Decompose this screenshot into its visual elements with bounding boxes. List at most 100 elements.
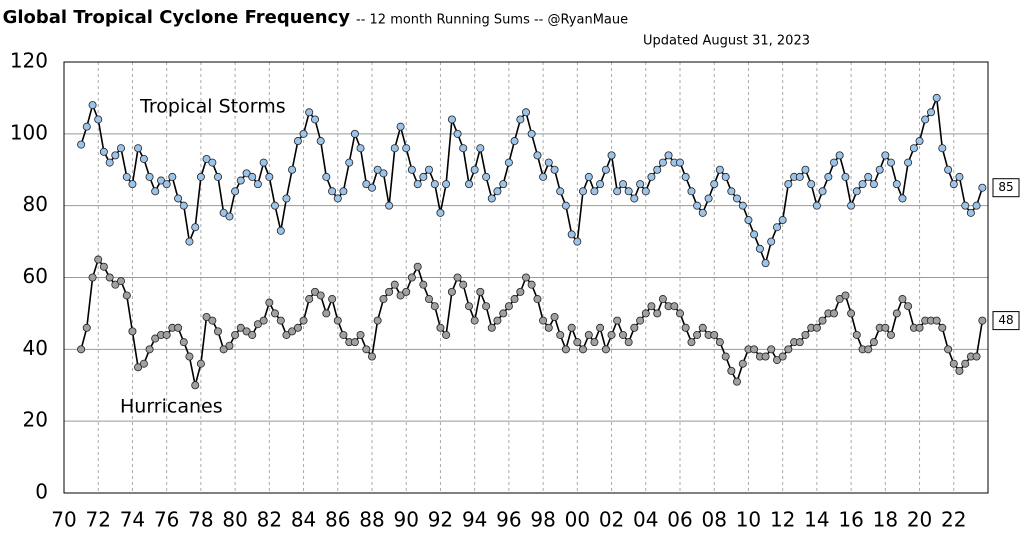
- data-point: [624, 187, 633, 196]
- data-point: [687, 187, 696, 196]
- data-point: [732, 194, 741, 203]
- data-point: [761, 352, 770, 361]
- x-tick-label: 74: [120, 508, 145, 532]
- data-point: [282, 330, 291, 339]
- data-point: [447, 115, 456, 124]
- x-tick-label: 22: [941, 508, 966, 532]
- data-point: [367, 183, 376, 192]
- data-point: [339, 330, 348, 339]
- data-point: [390, 144, 399, 153]
- x-tick-label: 92: [428, 508, 453, 532]
- data-point: [510, 295, 519, 304]
- data-point: [647, 172, 656, 181]
- data-point: [470, 165, 479, 174]
- data-point: [162, 180, 171, 189]
- data-point: [938, 323, 947, 332]
- data-point: [231, 330, 240, 339]
- x-tick-label: 16: [838, 508, 863, 532]
- data-point: [122, 172, 131, 181]
- data-point: [898, 295, 907, 304]
- data-point: [561, 345, 570, 354]
- data-point: [299, 316, 308, 325]
- data-point: [288, 165, 297, 174]
- data-point: [196, 172, 205, 181]
- data-point: [219, 208, 228, 217]
- data-point: [681, 323, 690, 332]
- data-point: [812, 201, 821, 210]
- data-point: [841, 172, 850, 181]
- data-point: [367, 352, 376, 361]
- data-point: [596, 323, 605, 332]
- data-point: [847, 309, 856, 318]
- data-point: [938, 144, 947, 153]
- data-point: [356, 144, 365, 153]
- y-tick-label: 100: [10, 120, 48, 144]
- x-tick-label: 90: [393, 508, 418, 532]
- data-point: [350, 129, 359, 138]
- data-point: [539, 172, 548, 181]
- data-point: [99, 262, 108, 271]
- data-point: [236, 323, 245, 332]
- data-point: [641, 187, 650, 196]
- data-point: [504, 302, 513, 311]
- data-point: [909, 144, 918, 153]
- data-point: [533, 151, 542, 160]
- data-point: [556, 330, 565, 339]
- data-point: [556, 187, 565, 196]
- data-point: [373, 316, 382, 325]
- data-point: [328, 187, 337, 196]
- data-point: [356, 330, 365, 339]
- x-tick-label: 06: [667, 508, 692, 532]
- data-point: [253, 320, 262, 329]
- data-point: [693, 201, 702, 210]
- data-point: [253, 180, 262, 189]
- data-point: [573, 237, 582, 246]
- data-point: [869, 338, 878, 347]
- data-point: [932, 316, 941, 325]
- data-point: [721, 352, 730, 361]
- data-point: [231, 187, 240, 196]
- data-point: [145, 172, 154, 181]
- data-point: [442, 180, 451, 189]
- data-point: [316, 291, 325, 300]
- data-point: [270, 201, 279, 210]
- data-point: [88, 101, 97, 110]
- x-tick-label: 78: [188, 508, 213, 532]
- data-point: [681, 172, 690, 181]
- data-point: [875, 165, 884, 174]
- data-point: [966, 208, 975, 217]
- data-point: [898, 194, 907, 203]
- data-point: [487, 194, 496, 203]
- x-tick-label: 76: [154, 508, 179, 532]
- data-point: [841, 291, 850, 300]
- chart-title: Global Tropical Cyclone Frequency: [3, 7, 351, 28]
- data-point: [961, 201, 970, 210]
- data-point: [658, 158, 667, 167]
- data-point: [276, 316, 285, 325]
- data-point: [419, 280, 428, 289]
- data-point: [413, 262, 422, 271]
- data-point: [174, 194, 183, 203]
- data-point: [259, 158, 268, 167]
- data-point: [921, 115, 930, 124]
- data-point: [402, 144, 411, 153]
- x-tick-label: 70: [51, 508, 76, 532]
- data-point: [904, 158, 913, 167]
- data-point: [379, 295, 388, 304]
- data-point: [128, 327, 137, 336]
- x-tick-label: 02: [599, 508, 624, 532]
- data-point: [738, 201, 747, 210]
- data-point: [835, 295, 844, 304]
- data-point: [328, 295, 337, 304]
- data-point: [698, 323, 707, 332]
- data-point: [157, 176, 166, 185]
- data-point: [316, 137, 325, 146]
- x-tick-label: 20: [907, 508, 932, 532]
- data-point: [630, 323, 639, 332]
- data-point: [544, 323, 553, 332]
- y-tick-label: 0: [35, 480, 48, 504]
- data-point: [886, 330, 895, 339]
- data-point: [864, 172, 873, 181]
- data-point: [818, 187, 827, 196]
